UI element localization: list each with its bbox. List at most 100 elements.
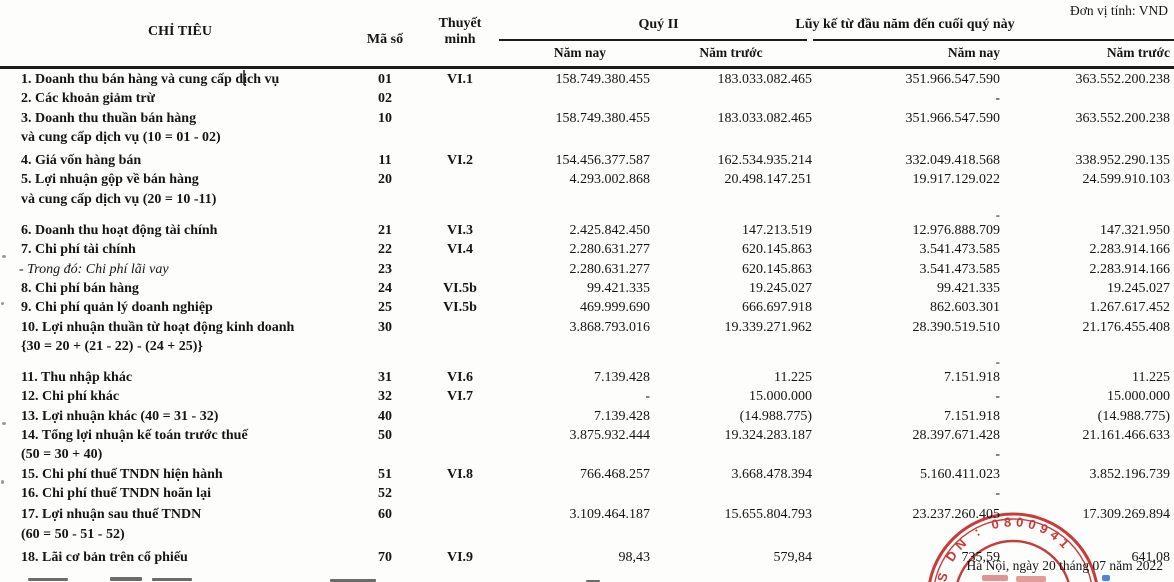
row-note-ref: VI.3 — [446, 223, 474, 239]
value-ytd-nam-truoc: 21.161.466.633 — [1082, 428, 1171, 444]
value-ytd-nam-truoc: 17.309.269.894 — [1082, 507, 1171, 523]
row-label: (50 = 30 + 40) — [21, 447, 103, 463]
row-note-ref — [410, 109, 510, 128]
table-row: 3. Doanh thu thuần bán hàng 10 158.749.380… — [0, 109, 1174, 128]
value-q2-nam-nay — [510, 128, 650, 147]
value-q2-nam-nay: 7.139.428 — [594, 408, 650, 424]
row-label: 17. Lợi nhuận sau thuế TNDN — [21, 507, 202, 523]
value-q2-nam-truoc: 666.697.918 — [742, 300, 812, 316]
row-label: và cung cấp dịch vụ (20 = 10 -11) — [21, 191, 217, 207]
value-q2-nam-nay — [510, 445, 650, 464]
value-q2-nam-truoc — [650, 89, 812, 108]
table-row: {30 = 20 + (21 - 22) - (24 + 25)} — [0, 337, 1174, 356]
row-note-ref — [410, 505, 510, 524]
scan-speck — [2, 255, 6, 258]
row-note-ref — [410, 426, 510, 445]
value-q2-nam-nay: 99.421.335 — [587, 280, 650, 296]
table-row: 14. Tổng lợi nhuận kế toán trước thuế 50 3… — [0, 426, 1174, 445]
row-label: 1. Doanh thu bán hàng và cung cấp dịch v… — [21, 72, 280, 87]
table-row: 12. Chi phí khác 32 VI.7 - 15.000.000 - 15.000… — [0, 387, 1174, 406]
row-label: và cung cấp dịch vụ (10 = 01 - 02) — [21, 129, 221, 145]
column-header-ma-so: Mã số — [366, 32, 404, 47]
value-ytd-nam-nay: - — [995, 207, 1000, 223]
row-code: 01 — [378, 72, 392, 87]
value-q2-nam-truoc: 183.033.082.465 — [717, 72, 813, 87]
value-ytd-nam-truoc — [1000, 484, 1170, 503]
row-label: 8. Chi phí bán hàng — [21, 280, 139, 296]
value-ytd-nam-truoc: 641,08 — [1131, 549, 1171, 565]
value-ytd-nam-truoc: 363.552.200.238 — [1075, 72, 1171, 87]
value-ytd-nam-truoc: 21.176.455.408 — [1082, 319, 1171, 335]
luy-ke-underline — [813, 39, 1174, 41]
value-ytd-nam-nay: 99.421.335 — [937, 280, 1000, 296]
row-code: 21 — [378, 223, 392, 239]
value-ytd-nam-truoc: 363.552.200.238 — [1075, 110, 1171, 126]
value-q2-nam-truoc — [650, 525, 812, 544]
value-ytd-nam-truoc — [1000, 190, 1170, 209]
value-ytd-nam-nay: 7.151.918 — [944, 408, 1000, 424]
row-note-ref — [410, 407, 510, 426]
row-note-ref: VI.2 — [446, 153, 474, 169]
row-code: 32 — [378, 389, 392, 405]
value-ytd-nam-nay: 7.151.918 — [944, 370, 1000, 386]
row-label: 7. Chi phí tài chính — [21, 242, 136, 258]
row-label: 16. Chi phí thuế TNDN hoãn lại — [21, 485, 211, 501]
value-q2-nam-truoc: (14.988.775) — [739, 408, 812, 424]
row-note-ref — [410, 89, 510, 108]
value-ytd-nam-truoc: 19.245.027 — [1107, 280, 1170, 296]
row-label: 5. Lợi nhuận gộp về bán hàng — [21, 172, 199, 188]
row-code: 52 — [378, 485, 392, 501]
row-label: 2. Các khoản giảm trừ — [21, 91, 156, 107]
value-q2-nam-nay: 2.280.631.277 — [569, 261, 651, 277]
subheader-q2-nam-truoc: Năm trước — [699, 45, 763, 60]
table-row: 11. Thu nhập khác 31 VI.6 7.139.428 11.225 7.… — [0, 368, 1174, 387]
row-label: 18. Lãi cơ bản trên cổ phiếu — [21, 549, 188, 565]
value-q2-nam-nay: 158.749.380.455 — [555, 72, 651, 87]
spacer — [0, 209, 360, 221]
value-q2-nam-nay — [510, 89, 650, 108]
row-label: 15. Chi phí thuế TNDN hiện hành — [21, 466, 223, 482]
table-row: 15. Chi phí thuế TNDN hiện hành 51 VI.8 766… — [0, 465, 1174, 484]
value-ytd-nam-nay: 351.966.547.590 — [905, 72, 1001, 87]
value-q2-nam-nay: 2.280.631.277 — [569, 242, 651, 258]
table-row: 7. Chi phí tài chính 22 VI.4 2.280.631.277 6… — [0, 240, 1174, 259]
value-ytd-nam-nay — [812, 525, 1000, 544]
group-header-quy-2: Quý II — [638, 17, 679, 32]
value-q2-nam-nay: 469.999.690 — [580, 300, 650, 316]
spacer — [1000, 356, 1170, 368]
value-ytd-nam-truoc — [1000, 89, 1170, 108]
table-row: 10. Lợi nhuận thuần từ hoạt động kinh do… — [0, 318, 1174, 337]
value-ytd-nam-nay: 332.049.418.568 — [905, 153, 1001, 169]
spacer — [410, 356, 510, 368]
scan-fragment — [110, 577, 142, 581]
row-label: 6. Doanh thu hoạt động tài chính — [21, 223, 218, 239]
scan-fragment — [330, 579, 376, 582]
table-row: - Trong đó: Chi phí lãi vay 23 2.280.631.2… — [0, 260, 1174, 279]
value-ytd-nam-truoc: (14.988.775) — [1097, 408, 1170, 424]
thuyet-minh-line1: Thuyết — [438, 16, 482, 31]
spacer — [360, 356, 410, 368]
value-q2-nam-nay: 766.468.257 — [580, 466, 650, 482]
subheader-ytd-nam-nay: Năm nay — [947, 45, 1000, 60]
row-code: 22 — [378, 242, 392, 258]
value-ytd-nam-nay: 351.966.547.590 — [905, 110, 1001, 126]
dash-row: - — [0, 207, 1174, 223]
row-code: 31 — [378, 370, 392, 386]
table-row: 8. Chi phí bán hàng 24 VI.5b 99.421.335 19.2… — [0, 279, 1174, 298]
row-note-ref: VI.7 — [446, 389, 474, 405]
value-ytd-nam-nay: 862.603.301 — [930, 300, 1000, 316]
value-q2-nam-nay — [510, 525, 650, 544]
value-q2-nam-truoc: 19.324.283.187 — [724, 428, 813, 444]
row-code: 60 — [378, 507, 392, 523]
table-row: (50 = 30 + 40) - — [0, 445, 1174, 464]
value-q2-nam-nay: 158.749.380.455 — [555, 110, 651, 126]
row-code — [360, 445, 410, 464]
subheader-ytd-nam-truoc: Năm trước — [1106, 45, 1170, 60]
row-note-ref — [410, 190, 510, 209]
row-note-ref: VI.1 — [446, 72, 474, 87]
row-note-ref: VI.5b — [443, 300, 477, 316]
value-ytd-nam-nay: 3.541.473.585 — [919, 261, 1001, 277]
value-q2-nam-nay: - — [645, 389, 650, 405]
value-ytd-nam-truoc: 147.321.950 — [1100, 223, 1170, 239]
